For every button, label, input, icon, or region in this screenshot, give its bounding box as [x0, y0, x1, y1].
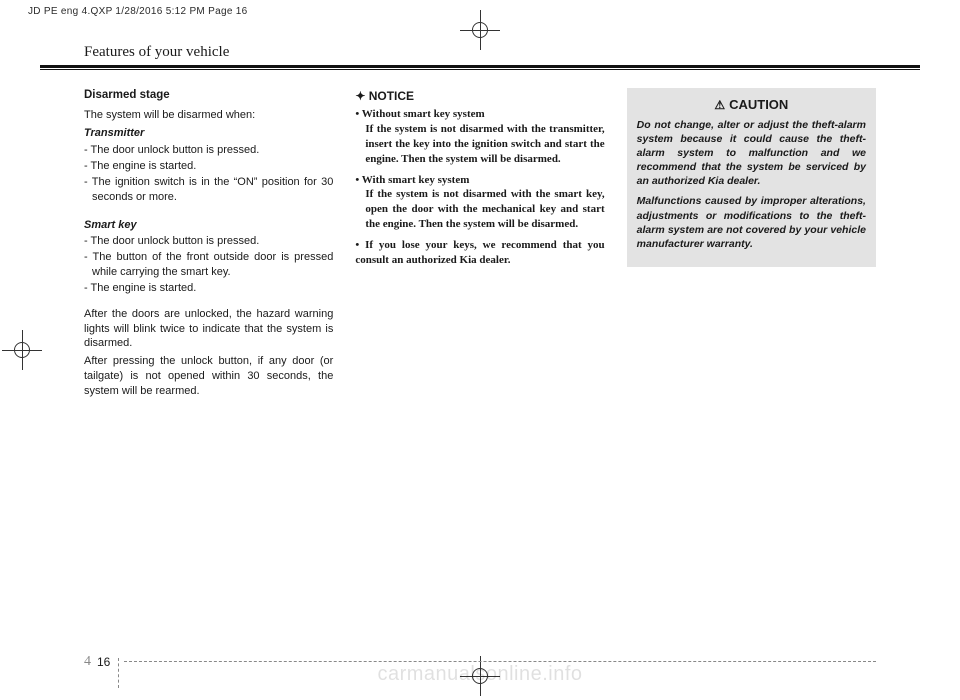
- list-item: - The door unlock button is pressed.: [84, 234, 333, 249]
- list-item: - The engine is started.: [84, 281, 333, 296]
- page-content: Features of your vehicle Disarmed stage …: [40, 44, 920, 670]
- notice-body: If the system is not disarmed with the s…: [355, 187, 604, 232]
- notice-item: • With smart key system If the system is…: [355, 173, 604, 232]
- caution-text: Do not change, alter or adjust the theft…: [637, 118, 866, 189]
- notice-body: If the system is not disarmed with the t…: [355, 122, 604, 167]
- column-3: ⚠ CAUTION Do not change, alter or adjust …: [627, 88, 876, 402]
- crop-header: JD PE eng 4.QXP 1/28/2016 5:12 PM Page 1…: [28, 6, 247, 17]
- column-2: ✦ NOTICE • Without smart key system If t…: [355, 88, 604, 402]
- notice-lead: • With smart key system: [355, 174, 469, 186]
- footer-dotline-vertical: [118, 658, 119, 688]
- subheading-transmitter: Transmitter: [84, 126, 333, 141]
- columns: Disarmed stage The system will be disarm…: [40, 88, 920, 402]
- notice-item: • If you lose your keys, we recommend th…: [355, 238, 604, 268]
- page-no: 16: [97, 655, 110, 669]
- footer-dotline: [124, 661, 876, 662]
- list-item: - The ignition switch is in the “ON” pos…: [84, 175, 333, 205]
- chapter-number: 4: [84, 654, 91, 670]
- warning-icon: ⚠: [714, 97, 725, 113]
- running-head: Features of your vehicle: [40, 44, 920, 65]
- caution-title: ⚠ CAUTION: [637, 96, 866, 114]
- notice-heading: ✦ NOTICE: [355, 88, 604, 104]
- notice-lead: • Without smart key system: [355, 108, 484, 120]
- list-item: - The button of the front outside door i…: [84, 250, 333, 280]
- list-item: - The door unlock button is pressed.: [84, 143, 333, 158]
- caution-box: ⚠ CAUTION Do not change, alter or adjust …: [627, 88, 876, 267]
- rule-thick: [40, 65, 920, 68]
- body-text: The system will be disarmed when:: [84, 108, 333, 123]
- caution-text: Malfunctions caused by improper alterati…: [637, 194, 866, 251]
- registration-mark-left: [2, 330, 42, 370]
- section-heading: Disarmed stage: [84, 88, 333, 104]
- caution-label: CAUTION: [729, 97, 788, 112]
- subheading-smartkey: Smart key: [84, 218, 333, 233]
- notice-item: • Without smart key system If the system…: [355, 107, 604, 166]
- column-1: Disarmed stage The system will be disarm…: [84, 88, 333, 402]
- list-item: - The engine is started.: [84, 159, 333, 174]
- rule-thin: [40, 69, 920, 70]
- page-number: 4 16: [84, 654, 110, 670]
- body-text: After the doors are unlocked, the hazard…: [84, 307, 333, 352]
- body-text: After pressing the unlock button, if any…: [84, 354, 333, 399]
